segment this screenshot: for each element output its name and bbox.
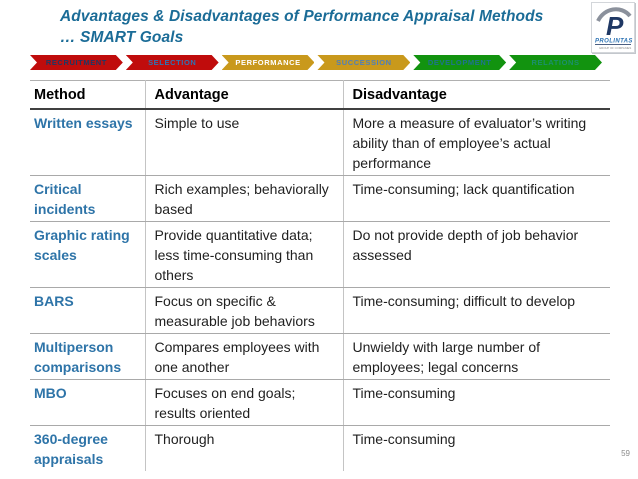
cell-disadvantage: More a measure of evaluator’s writing ab… [342,109,610,176]
ribbon-segment-performance-active: PERFORMANCE [222,55,315,70]
cell-method: Multiperson comparisons [30,333,145,380]
svg-text:P: P [606,11,624,41]
cell-advantage: Thorough [144,425,343,471]
table-row: MBO Focuses on end goals; results orient… [30,379,610,426]
ribbon-segment-selection: SELECTION [126,55,219,70]
cell-disadvantage: Unwieldy with large number of employees;… [342,333,610,380]
appraisal-methods-table: Method Advantage Disadvantage Written es… [30,80,610,471]
prolintas-logo: P PROLINTAS GROUP OF COMPANIES [591,2,635,53]
table-row: 360-degree appraisals Thorough Time-cons… [30,425,610,471]
table-row: BARS Focus on specific & measurable job … [30,287,610,334]
cell-method: BARS [30,287,145,334]
cell-advantage: Focuses on end goals; results oriented [144,379,343,426]
table-row: Critical incidents Rich examples; behavi… [30,175,610,222]
ribbon-label-selection: SELECTION [148,58,197,67]
slide-title-line1: Advantages & Disadvantages of Performanc… [60,8,544,25]
ribbon-label-recruitment: RECRUITMENT [45,58,107,67]
table-header-row: Method Advantage Disadvantage [30,80,610,110]
ribbon-segment-succession: SUCCESSION [317,55,410,70]
cell-disadvantage: Time-consuming; difficult to develop [342,287,610,334]
cell-advantage: Provide quantitative data; less time-con… [144,221,343,288]
header-method: Method [30,80,145,110]
cell-method: Critical incidents [30,175,145,222]
cell-method: Written essays [30,109,145,176]
cell-disadvantage: Do not provide depth of job behavior ass… [342,221,610,288]
ribbon-segment-development: DEVELOPMENT [413,55,506,70]
table-row: Multiperson comparisons Compares employe… [30,333,610,380]
process-ribbon: RECRUITMENT SELECTION PERFORMANCE SUCCES… [30,55,602,70]
cell-advantage: Compares employees with one another [144,333,343,380]
prolintas-logo-icon: P PROLINTAS GROUP OF COMPANIES [595,7,633,50]
table-row: Written essays Simple to use More a meas… [30,109,610,176]
page-number: 59 [621,449,630,458]
cell-advantage: Simple to use [144,109,343,176]
ribbon-label-development: DEVELOPMENT [427,58,492,67]
cell-disadvantage: Time-consuming [342,425,610,471]
slide-title: Advantages & Disadvantages of Performanc… [60,6,580,48]
cell-advantage: Rich examples; behaviorally based [144,175,343,222]
cell-method: 360-degree appraisals [34,431,108,467]
ribbon-label-performance: PERFORMANCE [235,58,301,67]
cell-advantage: Focus on specific & measurable job behav… [144,287,343,334]
logo-name-text: PROLINTAS [595,39,633,45]
header-advantage: Advantage [144,80,343,110]
slide-title-line2: … SMART Goals [60,29,184,46]
cell-disadvantage: Time-consuming; lack quantification [342,175,610,222]
logo-subtitle-text: GROUP OF COMPANIES [599,46,631,50]
table-row: Graphic rating scales Provide quantitati… [30,221,610,288]
ribbon-label-succession: SUCCESSION [336,58,392,67]
cell-method: Graphic rating scales [30,221,145,288]
ribbon-segment-recruitment: RECRUITMENT [30,55,123,70]
cell-method: MBO [30,379,145,426]
ribbon-label-relations: RELATIONS [531,58,580,67]
ribbon-segment-relations: RELATIONS [509,55,602,70]
header-disadvantage: Disadvantage [342,80,610,110]
cell-disadvantage: Time-consuming [342,379,610,426]
